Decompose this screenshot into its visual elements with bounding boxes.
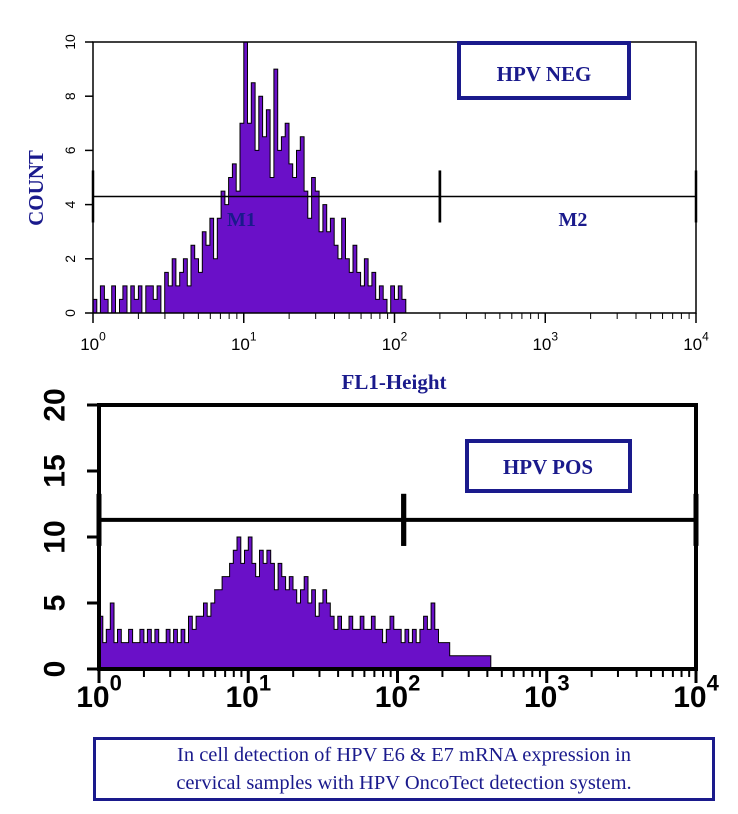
x-tick-label: 103 — [532, 330, 558, 354]
hpv-pos-label-box — [465, 439, 632, 493]
x-tick-label: 101 — [231, 330, 257, 354]
caption-line-2: cervical samples with HPV OncoTect detec… — [176, 772, 632, 794]
hpv-neg-markers: M1 M2 — [91, 170, 698, 231]
caption-box: In cell detection of HPV E6 & E7 mRNA ex… — [93, 737, 715, 801]
y-axis-label: COUNT — [24, 150, 48, 226]
x-tick-label: 100 — [80, 330, 106, 354]
x-tick-label: 104 — [673, 671, 719, 715]
marker-label: M1 — [227, 209, 256, 231]
hpv-neg-histogram-bars — [92, 41, 414, 314]
caption-line-1: In cell detection of HPV E6 & E7 mRNA ex… — [177, 744, 631, 766]
histogram-area — [92, 41, 414, 314]
x-axis-label: FL1-Height — [342, 370, 447, 394]
hpv-pos-markers — [96, 493, 699, 546]
hpv-neg-axes: 0 2 4 6 8 10 100 101 102 103 104 — [62, 34, 709, 354]
y-tick-label: 0 — [39, 661, 72, 678]
hpv-pos-label: HPV POS — [503, 455, 593, 479]
y-tick-label: 15 — [39, 454, 72, 487]
hpv-pos-histogram-bars — [98, 536, 492, 670]
histogram-area — [98, 536, 492, 670]
y-tick-label: 20 — [39, 388, 72, 421]
x-tick-label: 104 — [683, 330, 709, 354]
y-tick-label: 10 — [62, 34, 78, 50]
y-tick-label: 4 — [62, 200, 78, 208]
hpv-neg-histogram: 0 2 4 6 8 10 100 101 102 103 104 M1 M2 HPV NEG COUN… — [24, 34, 709, 394]
y-tick-label: 2 — [62, 255, 78, 263]
y-tick-label: 5 — [39, 595, 72, 612]
y-tick-label: 8 — [62, 92, 78, 100]
y-tick-label: 0 — [62, 309, 78, 317]
hpv-neg-label: HPV NEG — [497, 62, 592, 86]
x-tick-label: 102 — [382, 330, 408, 354]
y-tick-label: 6 — [62, 146, 78, 154]
hpv-neg-label-box — [457, 41, 631, 100]
y-tick-label: 10 — [39, 520, 72, 553]
marker-label: M2 — [558, 209, 587, 231]
